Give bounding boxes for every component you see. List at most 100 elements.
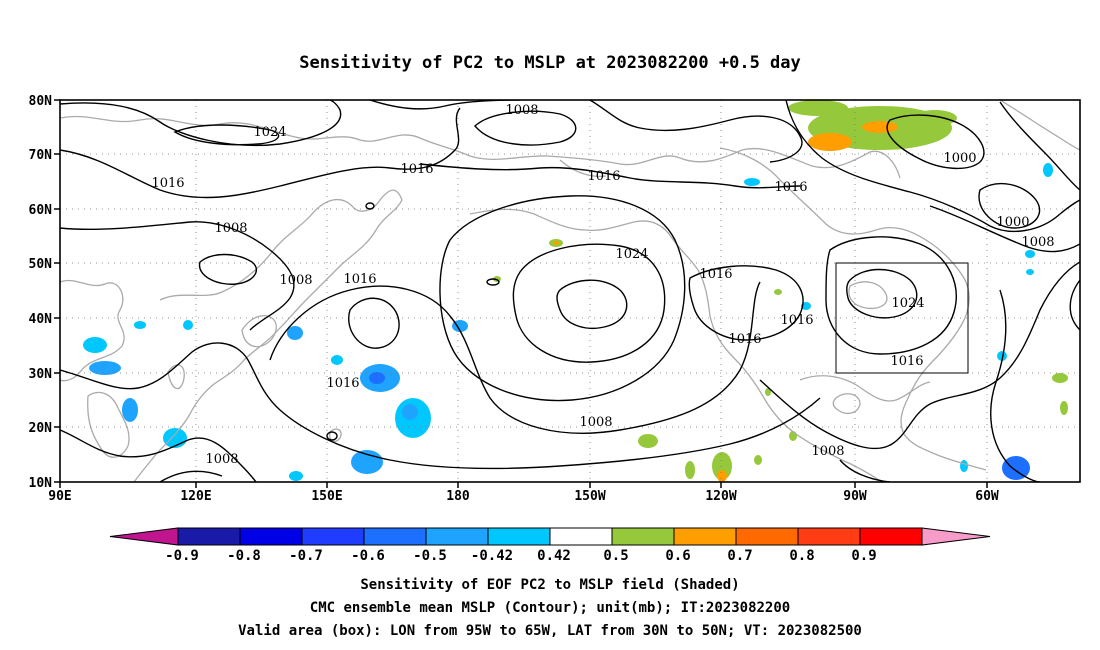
- colorbar-swatch: [363, 527, 427, 546]
- negative-patch: [89, 361, 121, 375]
- contour-label: 1008: [505, 103, 538, 118]
- contour-label: 1016: [587, 169, 620, 184]
- contour-line: [60, 100, 342, 147]
- contour-label: 1008: [279, 273, 312, 288]
- colorbar-swatch: [797, 527, 861, 546]
- colorbar-swatch: [301, 527, 365, 546]
- caption-line-1: Sensitivity of EOF PC2 to MSLP field (Sh…: [360, 577, 739, 593]
- negative-patch: [287, 326, 303, 340]
- arctic-coastline: [60, 115, 901, 179]
- negative-patch: [369, 372, 385, 384]
- contour-line: [845, 268, 918, 319]
- contour-line: [198, 253, 257, 285]
- alaska-coastline: [559, 159, 607, 178]
- colorbar-right-arrow: [921, 527, 991, 546]
- negative-patch: [163, 428, 187, 448]
- colorbar-swatch: [611, 527, 675, 546]
- contour-line: [999, 101, 1080, 191]
- contour-label: 1016: [326, 376, 359, 391]
- positive-patch: [553, 241, 559, 245]
- contour-line: [512, 243, 666, 363]
- colorbar-swatch: [487, 527, 551, 546]
- cuba-coastline: [832, 393, 861, 415]
- colorbar-swatch: [239, 527, 303, 546]
- lon-label: 90E: [48, 489, 71, 504]
- contour-label: 1024: [891, 296, 924, 311]
- graticule: [60, 100, 1080, 482]
- positive-patch: [1060, 401, 1068, 415]
- contour-label: 1016: [774, 180, 807, 195]
- contour-line: [474, 110, 577, 146]
- contour-line: [1069, 279, 1080, 331]
- colorbar-swatch: [425, 527, 489, 546]
- contour-line: [929, 205, 1080, 253]
- negative-patch: [1002, 456, 1030, 480]
- negative-patch: [289, 471, 303, 481]
- contour-line: [825, 236, 957, 355]
- contour-line: [348, 297, 400, 349]
- colorbar: -0.9 -0.8 -0.7 -0.6 -0.5 -0.42 0.42 0.5 0.6 0.7 0.…: [109, 527, 991, 564]
- lat-label: 80N: [29, 94, 53, 109]
- taiwan-coastline: [167, 364, 185, 390]
- contour-line: [159, 470, 223, 482]
- lat-label: 60N: [29, 203, 53, 218]
- colorbar-swatch: [549, 527, 613, 546]
- north-america-east-coast: [719, 147, 987, 471]
- colorbar-left-arrow: [109, 527, 179, 546]
- negative-patch: [1026, 269, 1034, 275]
- caption: Sensitivity of EOF PC2 to MSLP field (Sh…: [238, 577, 862, 639]
- japan-coastline: [241, 315, 277, 348]
- longitude-labels: 90E 120E 150E 180 150W 120W 90W 60W: [48, 489, 999, 504]
- valid-area-box: [835, 262, 969, 374]
- colorbar-label: 0.42: [537, 548, 571, 564]
- positive-patch: [1052, 373, 1068, 383]
- asia-coastline: [60, 279, 125, 382]
- contour-line: [60, 342, 821, 470]
- contour-line: [556, 279, 628, 329]
- negative-patch: [744, 178, 760, 186]
- positive-patch: [712, 452, 732, 480]
- contour-line: [990, 289, 1041, 482]
- map-panel: 1024 1008 1016 1016 1008 1016 1016 1000 …: [29, 94, 1081, 504]
- contour-line: [978, 183, 1041, 229]
- lat-label: 50N: [29, 257, 53, 272]
- positive-patch: [862, 121, 898, 133]
- negative-patch: [402, 404, 418, 420]
- contour-label: 1008: [579, 415, 612, 430]
- contour-line: [688, 265, 804, 341]
- negative-patch: [351, 450, 383, 474]
- gulf-coastline: [799, 375, 931, 402]
- lon-label: 90W: [843, 489, 867, 504]
- negative-patch: [960, 460, 968, 472]
- contour-label: 1024: [253, 125, 286, 140]
- tick-marks: [54, 99, 988, 488]
- island-coastline: [329, 428, 342, 443]
- mslp-contours: [60, 100, 1080, 482]
- contour-label: 1016: [890, 354, 923, 369]
- positive-patch: [808, 133, 852, 151]
- colorbar-label: -0.5: [413, 548, 447, 564]
- colorbar-label: 0.5: [603, 548, 628, 564]
- greenland-coastline: [999, 100, 1080, 151]
- lat-label: 30N: [29, 367, 53, 382]
- map-frame: [59, 99, 1081, 483]
- contour-line: [886, 114, 985, 170]
- map-background: [60, 100, 1080, 482]
- contour-line: [60, 221, 295, 331]
- shaded-sensitivity: [83, 100, 1068, 482]
- contour-label: 1008: [1021, 235, 1054, 250]
- colorbar-swatch: [735, 527, 799, 546]
- great-lakes-coastline: [848, 281, 888, 310]
- colorbar-label: 0.6: [665, 548, 690, 564]
- positive-patch: [685, 461, 695, 479]
- contour-label: 1008: [214, 221, 247, 236]
- colorbar-label: -0.9: [165, 548, 199, 564]
- contour-label: 1016: [343, 272, 376, 287]
- negative-patch: [122, 398, 138, 422]
- positive-patch: [913, 110, 957, 126]
- colorbar-label: 0.8: [789, 548, 814, 564]
- contour-label: 1024: [615, 247, 648, 262]
- caption-line-2: CMC ensemble mean MSLP (Contour); unit(m…: [310, 600, 790, 616]
- colorbar-label: -0.8: [227, 548, 261, 564]
- caption-line-3: Valid area (box): LON from 95W to 65W, L…: [238, 623, 862, 639]
